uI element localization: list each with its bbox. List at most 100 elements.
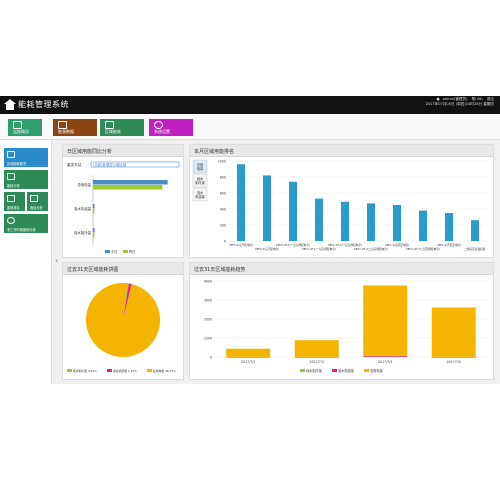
ranking-tab[interactable] xyxy=(192,173,208,188)
notice-link[interactable]: 帮(36) xyxy=(471,97,483,101)
trend-bar-segment xyxy=(431,356,476,358)
x-tick-label: PECC-0F-1(一层东侧配电室) xyxy=(276,243,310,247)
ratio-panel-title: 日区域用能同比分析 xyxy=(63,145,183,157)
module-area-energy-button[interactable]: 区域能耗 xyxy=(100,119,144,136)
module-label: 能源数据 xyxy=(58,129,74,134)
ratio-panel: 日区域用能同比分析 重庆东站 (当前)各楼层公用区域 总用电量 溴水机组量 纯水制冷量今… xyxy=(62,144,184,258)
module-label: 运维概况 xyxy=(13,129,29,134)
ranking-bar xyxy=(393,205,401,241)
pie-panel-title: 过去31天区域能耗饼图 xyxy=(63,263,183,275)
ranking-tab-label: 机组量 xyxy=(195,194,205,199)
module-overview-button[interactable]: 运维概况 xyxy=(8,119,42,136)
top-bar: 能耗管理系统 ● admin(管理员) 帮(36) 退出 2017年07月05日 … xyxy=(0,96,500,114)
ranking-tab-label: 溴水 xyxy=(197,190,204,195)
sidebar-item-area-overview[interactable]: 区域能耗概况 xyxy=(4,148,48,167)
sidebar-item-label: 峰谷分析 xyxy=(30,206,43,210)
user-info: ● admin(管理员) 帮(36) 退出 2017年07月05日 (周四)15时… xyxy=(426,97,494,107)
x-tick-label: UPFC-2(南区配电室) xyxy=(385,243,409,247)
ranking-bar xyxy=(263,175,271,241)
user-icon: ● xyxy=(436,97,440,101)
trend-bar-segment xyxy=(363,285,408,356)
legend-label: 总用电量 xyxy=(370,368,384,373)
sidebar-item-peak-valley[interactable]: 峰谷分析 xyxy=(27,192,48,211)
legend-label: 溴水机组量 1.22% xyxy=(113,369,137,373)
sidebar-item-label: 能耗排名 xyxy=(7,206,20,210)
pie-slice xyxy=(123,283,129,320)
ratio-bar xyxy=(93,228,95,233)
pie-slice xyxy=(123,283,132,320)
ratio-bar xyxy=(93,209,95,214)
x-tick-label: 2017/7/3 xyxy=(310,360,324,364)
ranking-panel-title: 本月区域用能排名 xyxy=(190,145,493,157)
ratio-bar xyxy=(93,185,163,190)
ranking-tab-label: 制冷量 xyxy=(195,180,205,185)
module-label: 系统设置 xyxy=(154,129,170,134)
peak-valley-icon xyxy=(30,195,38,202)
y-tick-label: 4000 xyxy=(204,280,212,284)
exit-link[interactable]: 退出 xyxy=(486,97,494,101)
trend-panel: 过去31天区域能耗趋势 0 1000 2000 3000 4000 2017/7/2 201… xyxy=(189,262,494,380)
x-tick-label: PECC-0F-3(二层西侧配电室) xyxy=(406,247,440,251)
ranking-bar xyxy=(445,213,453,241)
ranking-tab[interactable] xyxy=(192,187,208,202)
module-settings-button[interactable]: 系统设置 xyxy=(149,119,193,136)
area-energy-icon xyxy=(105,121,114,129)
y-tick-label: 0 xyxy=(224,240,226,244)
category-label: 总用电量 xyxy=(77,182,91,187)
sidebar-item-label: 能耗分析 xyxy=(7,184,20,188)
trend-panel-title: 过去31天区域能耗趋势 xyxy=(190,263,493,275)
trend-bar-segment xyxy=(226,348,271,357)
x-tick-label: UPFC-3(西区配电室) xyxy=(437,243,461,247)
sidebar-item-analysis[interactable]: 能耗分析 xyxy=(4,170,48,189)
ratio-bar xyxy=(93,204,95,209)
legend-swatch xyxy=(107,369,112,372)
module-energy-data-button[interactable]: 能源数据 xyxy=(53,119,97,136)
x-tick-label: 2017/7/4 xyxy=(378,360,392,364)
legend-label: 昨日 xyxy=(129,249,135,254)
x-tick-label: PECC-0F-1(一层东侧配电室) xyxy=(302,247,336,251)
module-bar: 运维概况 能源数据 区域能耗 系统设置 xyxy=(0,114,500,140)
legend-label: 溴水机组量 xyxy=(338,368,355,373)
sidebar: 区域能耗概况 能耗分析 能耗排名 峰谷分析 非工作时段能耗分析 xyxy=(0,140,52,384)
x-tick-label: PECC-0F-2(二层东侧配电室) xyxy=(354,247,388,251)
y-tick-label: 1000 xyxy=(204,337,212,341)
gear-icon xyxy=(154,121,163,129)
ranking-bar xyxy=(367,203,375,241)
legend-label: 今日 xyxy=(111,249,117,254)
datetime-text: 2017年07月05日 (周四)15时28分 星期四 xyxy=(425,102,494,106)
sidebar-item-ranking[interactable]: 能耗排名 xyxy=(4,192,25,211)
ranking-bar xyxy=(289,181,297,241)
collapse-sidebar-chevron-icon[interactable]: ‹ xyxy=(55,256,59,265)
ranking-bar xyxy=(471,220,479,241)
area-select-value: (当前)各楼层公用区域 xyxy=(93,162,127,167)
ranking-bar xyxy=(315,198,323,241)
sidebar-item-label: 区域能耗概况 xyxy=(7,162,27,166)
legend-swatch xyxy=(105,250,110,253)
y-tick-label: 200 xyxy=(220,224,226,228)
ranking-tab[interactable] xyxy=(192,159,208,174)
app-title: 能耗管理系统 xyxy=(18,100,69,109)
y-tick-label: 1000 xyxy=(218,160,226,164)
site-select-label: 重庆东站 xyxy=(67,162,82,167)
area-select[interactable] xyxy=(90,161,180,168)
trend-bar-segment xyxy=(363,356,408,358)
y-tick-label: 400 xyxy=(220,208,226,212)
x-tick-label: 2017/7/2 xyxy=(241,360,255,364)
ratio-bar xyxy=(93,233,95,238)
ranking-tab-label: 纯水 xyxy=(197,176,204,181)
energy-data-icon xyxy=(58,121,67,129)
sidebar-item-offhours[interactable]: 非工作时段能耗分析 xyxy=(4,214,48,233)
y-tick-label: 800 xyxy=(220,176,226,180)
x-tick-label: PECC-0F-2(一层东侧配电室) xyxy=(328,243,362,247)
user-name[interactable]: admin(管理员) xyxy=(442,97,468,101)
x-tick-label: 二楼东区变频机组 xyxy=(465,247,486,251)
trend-bar-segment xyxy=(363,355,408,357)
legend-swatch xyxy=(123,250,128,253)
ranking-bar xyxy=(341,201,349,241)
category-label: 溴水机组量 xyxy=(74,206,92,211)
pie-slice xyxy=(86,283,160,357)
legend-swatch xyxy=(147,369,152,372)
y-tick-label: 600 xyxy=(220,192,226,196)
y-tick-label: 3000 xyxy=(204,299,212,303)
